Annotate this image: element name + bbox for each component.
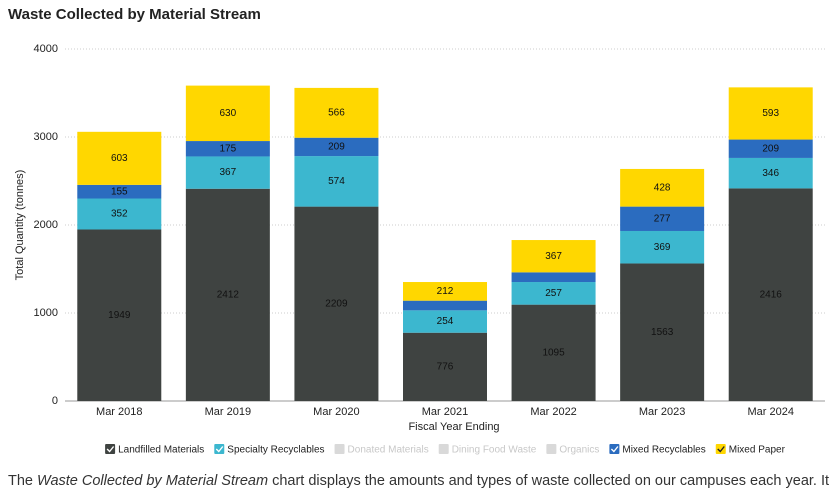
data-label: 367: [545, 251, 562, 262]
bar-segment: [403, 310, 487, 333]
data-label: 1949: [108, 310, 131, 321]
data-label: 155: [111, 186, 128, 197]
legend-check: [610, 446, 619, 453]
bar-segment: [728, 188, 813, 401]
legend-check: [717, 446, 725, 453]
x-tick-label: Mar 2019: [205, 406, 251, 418]
bar-segment: [403, 300, 487, 311]
x-tick-label: Mar 2023: [639, 406, 685, 418]
bar-segment: [185, 141, 270, 157]
bar-segment: [620, 168, 705, 207]
data-label: 175: [220, 143, 237, 154]
legend-swatch: [334, 444, 345, 454]
bar-segment: [620, 230, 705, 264]
data-label: 254: [437, 316, 454, 327]
bar-segment: [185, 156, 270, 189]
y-tick-label: 4000: [34, 43, 58, 55]
legend-label: Donated Materials: [348, 445, 429, 456]
data-label: 369: [654, 242, 671, 253]
chart-title: Waste Collected by Material Stream: [8, 6, 261, 23]
bar-segment: [77, 184, 162, 199]
caption-text: chart displays the amounts and types of …: [268, 473, 829, 489]
bar-segment: [294, 156, 379, 207]
legend-swatch: [546, 444, 557, 454]
data-label: 277: [654, 213, 671, 224]
data-label: 2209: [325, 298, 348, 309]
bar-segment: [728, 87, 813, 140]
bar-segment: [185, 188, 270, 401]
data-label: 1095: [542, 347, 565, 358]
y-tick-label: 2000: [34, 219, 58, 231]
bar-segment: [728, 157, 813, 189]
legend-label: Mixed Paper: [729, 445, 786, 456]
x-tick-label: Mar 2021: [422, 406, 468, 418]
data-label: 352: [111, 209, 128, 220]
data-label: 428: [654, 182, 671, 193]
bar-segment: [77, 229, 162, 401]
caption-text: The: [8, 473, 37, 489]
legend-label: Organics: [559, 445, 599, 456]
x-tick-label: Mar 2022: [530, 406, 576, 418]
bar-segment: [294, 137, 379, 157]
bar-segment: [511, 272, 596, 283]
bar-segment: [294, 206, 379, 401]
data-label: 574: [328, 176, 345, 187]
x-tick-label: Mar 2018: [96, 406, 142, 418]
data-label: 257: [545, 288, 562, 299]
legend-label: Dining Food Waste: [452, 445, 537, 456]
data-label: 630: [220, 108, 237, 119]
legend-label: Specialty Recyclables: [227, 445, 324, 456]
bar-segment: [728, 139, 813, 158]
legend-check: [106, 446, 115, 453]
caption-italic: Waste Collected by Material Stream: [37, 473, 268, 489]
data-label: 776: [437, 361, 454, 372]
bar-segment: [77, 131, 162, 185]
data-label: 2412: [217, 290, 240, 301]
bar-segment: [294, 87, 379, 138]
legend-swatch: [609, 444, 620, 454]
bar-segment: [620, 206, 705, 231]
data-label: 209: [762, 143, 779, 154]
y-tick-label: 3000: [34, 131, 58, 143]
y-axis-title: Total Quantity (tonnes): [14, 170, 26, 281]
bar-segment: [77, 198, 162, 230]
bar-segment: [620, 263, 705, 401]
y-tick-label: 1000: [34, 307, 58, 319]
legend-label: Mixed Recyclables: [622, 445, 705, 456]
x-tick-label: Mar 2020: [313, 406, 359, 418]
legend-swatch: [715, 444, 726, 454]
legend-swatch: [214, 444, 225, 454]
bar-segment: [185, 85, 270, 142]
data-label: 566: [328, 107, 345, 118]
legend-swatch: [105, 444, 116, 454]
data-label: 2416: [760, 289, 783, 300]
bar-segment: [403, 282, 487, 301]
legend: Landfilled Materials Specialty Recyclable…: [105, 444, 786, 456]
data-label: 367: [220, 167, 237, 178]
bar-segment: [403, 332, 487, 401]
data-label: 593: [762, 108, 779, 119]
x-tick-label: Mar 2024: [747, 406, 793, 418]
bar-segment: [511, 282, 596, 305]
data-label: 346: [762, 168, 779, 179]
data-label: 209: [328, 142, 345, 153]
legend-swatch: [438, 444, 449, 454]
caption: The Waste Collected by Material Stream c…: [8, 473, 829, 489]
data-label: 212: [437, 286, 454, 297]
legend-check: [215, 446, 224, 453]
data-label: 603: [111, 153, 128, 164]
legend-label: Landfilled Materials: [118, 445, 204, 456]
data-label: 1563: [651, 327, 674, 338]
bar-segment: [511, 240, 596, 273]
x-axis-title: Fiscal Year Ending: [408, 421, 499, 433]
y-tick-label: 0: [52, 395, 58, 407]
bar-segment: [511, 304, 596, 401]
